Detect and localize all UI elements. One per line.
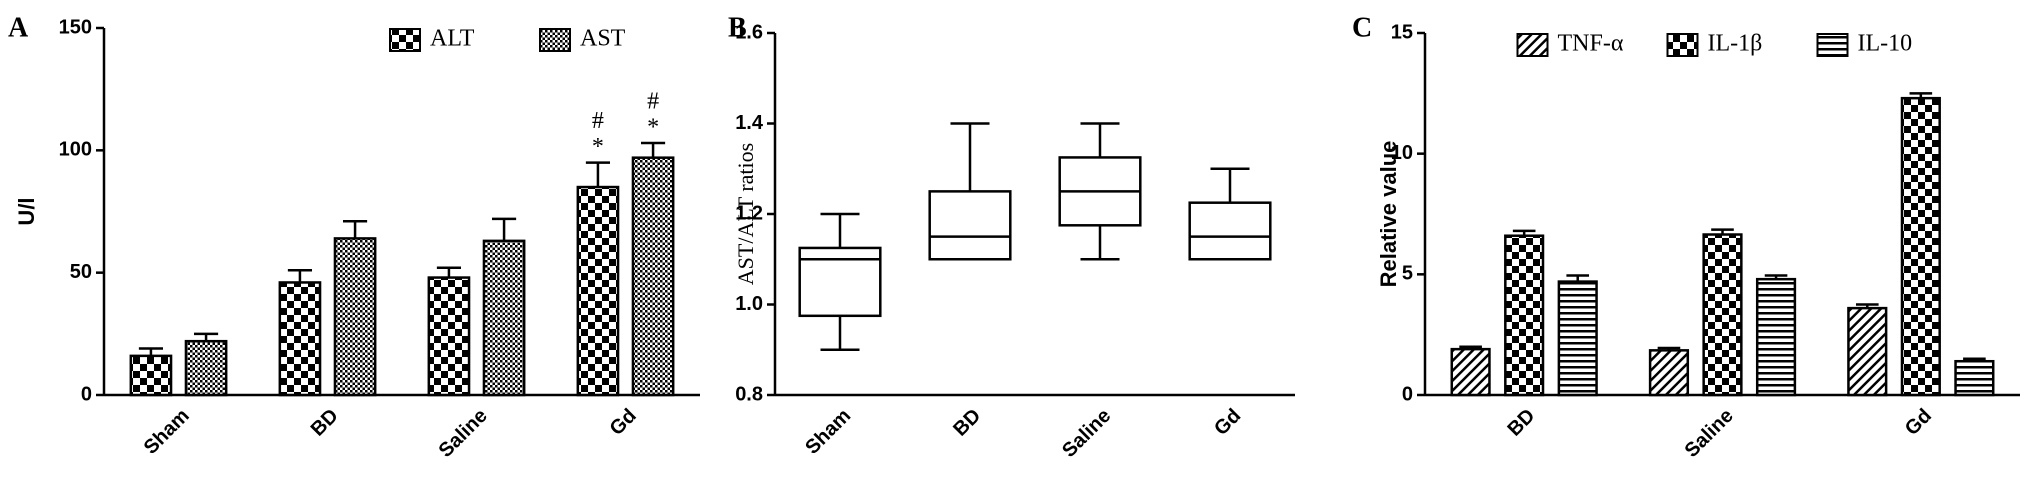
significance-mark: # (647, 88, 659, 114)
panel-letter: C (1352, 12, 1372, 43)
x-tick-label: Saline (1681, 405, 1738, 462)
bar (1954, 359, 1995, 397)
bar (184, 339, 228, 397)
x-tick-label: BD (1503, 405, 1539, 441)
significance-mark: # (592, 108, 604, 134)
panel-letter: A (8, 12, 29, 43)
legend-swatch (1516, 33, 1549, 57)
x-tick-label: Gd (1901, 405, 1936, 440)
bar (427, 276, 471, 397)
legend-label: AST (580, 26, 626, 52)
legend-swatch (1666, 33, 1699, 57)
x-tick-label: Gd (606, 405, 641, 440)
legend-swatch (1816, 33, 1849, 57)
x-tick-label: BD (307, 405, 343, 441)
y-tick-label: 0 (81, 383, 92, 405)
panel-letter: B (728, 12, 747, 43)
legend-label: ALT (430, 26, 475, 52)
legend-label: IL-10 (1858, 31, 1913, 57)
bar (631, 156, 675, 397)
bar (576, 185, 620, 397)
x-tick-label: Saline (1058, 405, 1115, 462)
x-tick-label: Sham (140, 405, 194, 459)
x-tick-label: BD (949, 405, 985, 441)
y-tick-label: 1.4 (735, 112, 764, 134)
legend-swatch (539, 28, 571, 52)
y-axis-label: U/l (14, 197, 39, 225)
x-tick-label: Gd (1210, 405, 1245, 440)
y-tick-label: 100 (59, 139, 92, 161)
bar (1755, 277, 1797, 397)
bar (129, 354, 173, 397)
legend-label: IL-1β (1708, 31, 1763, 57)
y-tick-label: 0 (1402, 383, 1413, 405)
bar (1504, 234, 1545, 397)
bar (482, 239, 526, 397)
y-axis-label: AST/ALT ratios (733, 143, 758, 285)
bar (278, 281, 322, 397)
x-tick-label: Sham (801, 405, 855, 459)
legend-swatch (389, 28, 421, 52)
bar (1557, 280, 1598, 397)
bar (1900, 96, 1941, 397)
y-tick-label: 1.6 (735, 21, 763, 43)
y-axis-label: Relative value (1376, 141, 1401, 288)
significance-mark: * (647, 114, 659, 140)
y-tick-label: 1.0 (735, 293, 763, 315)
box (928, 190, 1012, 261)
bar (1847, 306, 1888, 397)
bar (1702, 233, 1743, 397)
bar (333, 237, 377, 397)
y-tick-label: 5 (1402, 263, 1413, 285)
bar (1648, 349, 1690, 397)
y-tick-label: 10 (1391, 142, 1413, 164)
box (1188, 201, 1272, 261)
significance-mark: * (592, 134, 604, 160)
y-tick-label: 0.8 (735, 383, 763, 405)
x-tick-label: Saline (435, 405, 492, 462)
y-tick-label: 1.2 (735, 202, 763, 224)
legend-label: TNF-α (1558, 31, 1624, 57)
y-tick-label: 50 (70, 261, 92, 283)
y-tick-label: 15 (1391, 21, 1413, 43)
bar (1450, 347, 1491, 397)
y-tick-label: 150 (59, 16, 92, 38)
